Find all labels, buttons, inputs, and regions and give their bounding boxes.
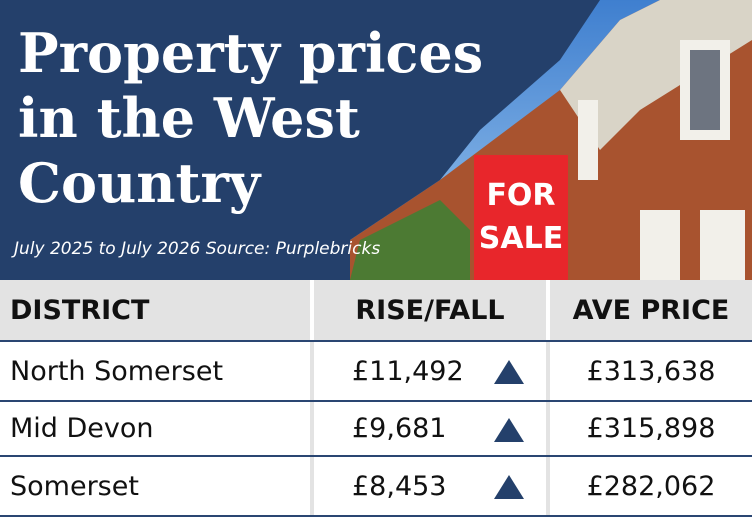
table-cell: £313,638 [546, 342, 752, 400]
table-cell: £282,062 [546, 457, 752, 515]
photo-window [640, 210, 680, 280]
header: FOR SALE Property prices in the West Cou… [0, 0, 752, 280]
for-sale-sign [474, 155, 568, 280]
table-row: Mid Devon £9,681 £315,898 [0, 402, 752, 457]
table-header: DISTRICT RISE/FALL AVE PRICE [0, 280, 752, 342]
photo-window [690, 50, 720, 130]
sign-text: SALE [479, 221, 563, 256]
rise-arrow [494, 417, 524, 442]
table-row: Somerset £8,453 £282,062 [0, 457, 752, 517]
sign-text: FOR [486, 178, 555, 213]
photo-tree [350, 200, 470, 280]
column-header: RISE/FALL [310, 280, 546, 340]
column-header: DISTRICT [10, 294, 150, 326]
table-cell: North Somerset [10, 355, 224, 387]
subtitle: July 2025 to July 2026 Source: Purplebri… [11, 239, 380, 259]
table-cell: Somerset [10, 470, 139, 502]
table-cell: £11,492 [310, 342, 546, 400]
photo-window [578, 100, 598, 180]
rise-arrow [494, 475, 524, 499]
table-cell: £8,453 [310, 457, 546, 515]
table-cell: £315,898 [546, 402, 752, 455]
column-header: AVE PRICE [546, 280, 752, 340]
table-row: North Somerset £11,492 £313,638 [0, 342, 752, 402]
table-cell: Mid Devon [10, 413, 154, 444]
header-panel [0, 0, 600, 280]
title: Property prices [18, 21, 483, 85]
table-cell: £9,681 [310, 402, 546, 455]
photo-trim [560, 0, 752, 150]
title: in the West [18, 86, 360, 150]
photo-window [700, 210, 745, 280]
rise-arrow [494, 360, 524, 384]
table: DISTRICT RISE/FALL AVE PRICE North Somer… [0, 280, 752, 517]
title: Country [18, 151, 262, 215]
